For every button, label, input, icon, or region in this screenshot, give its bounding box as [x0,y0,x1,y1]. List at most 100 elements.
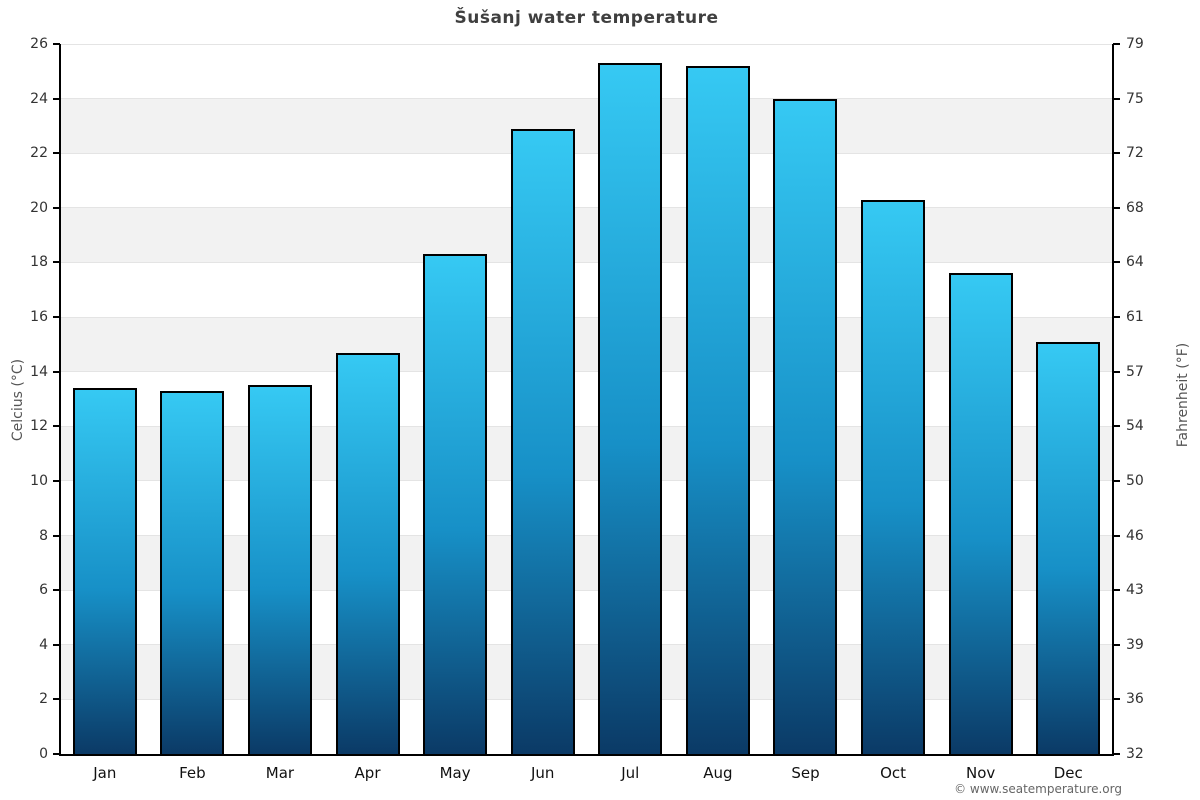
x-tick-label: Dec [1053,764,1083,782]
y-tick-right [1113,643,1120,646]
y-tick-left [53,261,60,264]
bar-nov [948,273,1013,754]
y-tick-label-fahrenheit: 68 [1126,199,1144,216]
y-tick-left [53,152,60,155]
shaded-band [61,644,1112,700]
shaded-band [61,207,1112,263]
bar-oct [861,199,926,754]
y-tick-label-fahrenheit: 39 [1126,636,1144,653]
bar-dec [1036,341,1101,754]
gridline [61,43,1112,45]
gridline [61,152,1112,154]
bar-mar [247,385,312,754]
gridline [61,371,1112,373]
y-tick-label-celsius: 8 [39,527,48,544]
y-tick-left [53,43,60,45]
x-tick-label: Nov [965,764,996,782]
y-tick-label-celsius: 22 [30,145,48,162]
plot-area [59,43,1114,756]
y-tick-right [1113,97,1120,100]
y-tick-label-fahrenheit: 36 [1126,691,1144,708]
y-tick-label-celsius: 14 [30,363,48,380]
x-tick-label: Mar [265,764,295,782]
x-tick-label: Jan [93,764,117,782]
gridline [61,425,1112,427]
y-tick-label-celsius: 18 [30,254,48,271]
y-tick-label-celsius: 10 [30,472,48,489]
gridline [61,589,1112,591]
y-tick-left [53,425,60,428]
y-tick-label-celsius: 24 [30,90,48,107]
watermark: © www.seatemperature.org [954,782,1122,796]
gridline [61,698,1112,700]
x-tick-label: Apr [354,764,381,782]
y-tick-label-fahrenheit: 46 [1126,527,1144,544]
y-tick-right [1113,206,1120,209]
gridline [61,644,1112,646]
y-tick-label-celsius: 2 [39,691,48,708]
bar-aug [685,65,750,754]
y-tick-right [1113,589,1120,592]
x-tick-label: Oct [880,764,906,782]
gridline [61,535,1112,537]
shaded-band [61,535,1112,591]
gridline [61,261,1112,263]
y-tick-right [1113,698,1120,701]
bar-apr [335,352,400,754]
x-tick-label: May [439,764,471,782]
y-tick-right [1113,316,1120,319]
y-tick-label-fahrenheit: 32 [1126,746,1144,762]
y-tick-right [1113,43,1120,45]
y-tick-label-celsius: 6 [39,582,48,599]
bar-may [423,254,488,754]
y-axis-label-fahrenheit: Fahrenheit (°F) [1175,342,1191,448]
y-tick-label-fahrenheit: 75 [1126,90,1144,107]
y-tick-left [53,97,60,100]
gridline [61,98,1112,100]
x-tick-label: Jun [530,764,555,782]
y-tick-label-fahrenheit: 54 [1126,418,1144,435]
y-tick-label-fahrenheit: 79 [1126,36,1144,52]
y-tick-right [1113,479,1120,482]
bar-jun [510,128,575,754]
gridline [61,316,1112,318]
y-tick-right [1113,753,1120,755]
shaded-band [61,426,1112,481]
chart-title: Šušanj water temperature [454,8,719,28]
bar-jul [598,63,663,754]
y-tick-label-celsius: 12 [30,418,48,435]
y-tick-label-celsius: 0 [39,746,48,762]
y-tick-left [53,753,60,755]
bar-sep [773,98,838,754]
y-tick-right [1113,261,1120,264]
y-tick-left [53,643,60,646]
y-tick-right [1113,425,1120,428]
gridline [61,207,1112,209]
y-tick-right [1113,370,1120,373]
y-tick-label-celsius: 26 [30,36,48,52]
y-tick-left [53,206,60,209]
x-tick-label: Aug [703,764,733,782]
y-tick-left [53,316,60,319]
y-tick-label-fahrenheit: 50 [1126,472,1144,489]
y-tick-left [53,589,60,592]
shaded-band [61,98,1112,154]
y-tick-label-fahrenheit: 72 [1126,145,1144,162]
y-tick-left [53,534,60,537]
x-tick-label: Sep [791,764,820,782]
y-tick-right [1113,534,1120,537]
x-tick-label: Jul [621,764,640,782]
shaded-band [61,317,1112,372]
bar-jan [72,388,137,754]
bar-feb [160,390,225,754]
y-tick-right [1113,152,1120,155]
y-tick-label-celsius: 16 [30,309,48,326]
y-tick-label-fahrenheit: 43 [1126,582,1144,599]
y-tick-left [53,479,60,482]
y-tick-label-fahrenheit: 61 [1126,309,1144,326]
y-tick-label-fahrenheit: 57 [1126,363,1144,380]
y-tick-label-celsius: 4 [39,636,48,653]
y-tick-left [53,698,60,701]
y-tick-left [53,370,60,373]
